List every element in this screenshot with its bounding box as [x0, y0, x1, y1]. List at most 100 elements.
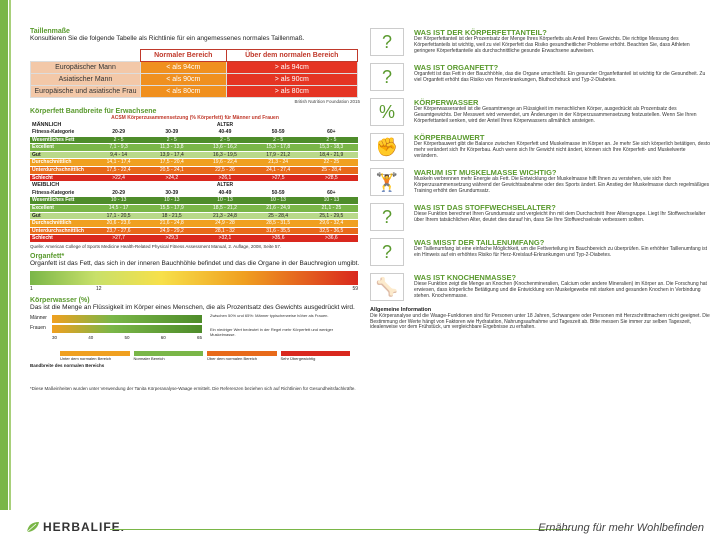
water-axis-tick: 60 [160, 335, 166, 340]
bodyfat-category: Schlecht [30, 174, 92, 183]
water-axis-tick: 30 [52, 335, 58, 340]
question-mark-icon: ? [370, 238, 404, 266]
left-light-stripe [9, 0, 11, 540]
info-title: WAS IST KNOCHENMASSE? [414, 273, 517, 282]
bodyfat-value: >36,6 [304, 234, 358, 243]
waist-row-label: Europäischer Mann [30, 60, 141, 74]
bodyfat-value: 15,3 - 18,3 [304, 143, 358, 152]
bodyfat-value: 18,4 - 21,9 [304, 151, 358, 160]
bodyfat-value: 15,3 - 17,8 [251, 143, 305, 152]
organfat-tick: 1 [30, 285, 33, 292]
water-text: Das ist die Menge an Flüssigkeit im Körp… [30, 303, 355, 311]
waist-over-value: > als 80cm [225, 84, 359, 98]
table-row: Unterdurchschnittlich 23,7 - 27,6 24,9 - 2… [30, 227, 358, 236]
general-info: Allgemeine Information Die Körperanalyse … [370, 307, 710, 331]
waist-row-label: Europäische und asiatische Frau [30, 84, 141, 98]
water-axis-tick: 40 [88, 335, 94, 340]
bodyfat-value: 7,1 - 9,3 [92, 143, 146, 152]
info-text: Muskeln verbrennen mehr Energie als Fett… [414, 176, 710, 194]
info-text: Der Körperbauwert gibt die Balance zwisc… [414, 141, 710, 159]
bodyfat-age: 30-39 [145, 189, 199, 198]
water-note1: Zwischen 50% und 65%: Männer typischerwe… [210, 313, 329, 318]
info-text: Der Taillenumfang ist eine einfache Mögl… [414, 246, 708, 258]
info-title: WAS IST DER KÖRPERFETTANTEIL? [414, 28, 547, 37]
bodyfat-value: 21,3 - 24 [251, 158, 305, 168]
waist-normal-value: < als 90cm [140, 72, 227, 86]
info-title: KÖRPERBAUWERT [414, 133, 485, 142]
figure-icon: 🏋 [370, 168, 404, 196]
legend-swatch [60, 351, 130, 356]
info-title: WARUM IST MUSKELMASSE WICHTIG? [414, 168, 557, 177]
info-block: ? WAS IST DAS STOFFWECHSELALTER? Diese Fun… [370, 203, 710, 233]
table-row: Schlecht >27,7 >29,3 >32,1 >35,6 >36,6 [30, 234, 358, 243]
info-text: Der Körperwasseranteil ist die Gesamtmen… [414, 106, 697, 124]
table-row: Wesentliches Fett 10 - 13 10 - 13 10 - 13 10… [30, 196, 358, 206]
bodyfat-age-header: Fitness-Kategorie 20-29 30-39 40-49 50-59 60+ [30, 189, 358, 198]
bodyfat-value: 25 - 28,4 [304, 166, 358, 175]
water-title: Körperwasser (%) [30, 296, 90, 304]
table-row: Europäische und asiatische Frau < als 80… [30, 84, 359, 98]
left-column: Taillenmaße Konsultieren Sie die folgend… [30, 28, 360, 392]
water-axis-tick: 65 [196, 335, 202, 340]
bodyfat-category: Schlecht [30, 234, 92, 243]
question-mark-icon: ? [370, 63, 404, 91]
bodyfat-value: 22,5 - 26 [198, 166, 252, 175]
bodyfat-value: 18 - 21,5 [145, 212, 199, 221]
info-text: Der Körperfettanteil ist der Prozentsatz… [414, 36, 690, 54]
bodyfat-value: 9,4 - 14 [92, 151, 146, 160]
bodyfat-category-header: Fitness-Kategorie [30, 189, 92, 198]
bodyfat-age: 20-29 [92, 128, 146, 137]
info-title: KÖRPERWASSER [414, 98, 479, 107]
bodyfat-block: Körperfett Bandbreite für Erwachsene ACS… [30, 108, 360, 249]
legend-label: Sehr Übergewichtig [280, 356, 316, 361]
bodyfat-value: 2 - 5 [92, 136, 146, 145]
info-block: ? WAS IST DER KÖRPERFETTANTEIL? Der Körper… [370, 28, 710, 58]
legend-item: Unter dem normalen Bereich [60, 351, 130, 361]
bodyfat-value: 32,5 - 36,5 [304, 227, 358, 236]
general-info-text: Die Körperanalyse und die Waage-Funktion… [370, 312, 710, 331]
table-row: Asiatischer Mann < als 90cm > als 90cm [30, 72, 359, 86]
organfat-block: Organfett* Organfett ist das Fett, das s… [30, 253, 360, 293]
info-title: WAS IST DAS STOFFWECHSELALTER? [414, 203, 556, 212]
organfat-tick: 59 [352, 285, 358, 292]
bodyfat-alter-label: ALTER [92, 181, 358, 190]
bodyfat-value: 23,7 - 27,6 [92, 227, 146, 236]
bodyfat-value: 10 - 13 [145, 196, 199, 206]
waist-table: Normaler Bereich Über dem normalen Berei… [30, 48, 359, 98]
info-text: Diese Funktion zeigt die Menge an Knoche… [414, 281, 707, 299]
right-column: ? WAS IST DER KÖRPERFETTANTEIL? Der Körper… [370, 28, 710, 331]
info-title: WAS IST ORGANFETT? [414, 63, 499, 72]
bodyfat-value: 17,9 - 21,2 [251, 151, 305, 160]
info-block: ✊ KÖRPERBAUWERT Der Körperbauwert gibt die… [370, 133, 710, 163]
bodyfat-value: 13,9 - 17,4 [145, 151, 199, 160]
waist-over-value: > als 94cm [225, 60, 359, 74]
organfat-ticks: 1 12 59 [30, 285, 358, 293]
bodyfat-value: 18,5 - 21,2 [198, 204, 252, 213]
bodyfat-age: 60+ [304, 189, 358, 198]
bodyfat-value: 25,1 - 29,5 [304, 212, 358, 221]
bodyfat-value: >32,1 [198, 234, 252, 243]
bodyfat-value: >27,5 [251, 174, 305, 183]
waist-normal-value: < als 80cm [140, 84, 227, 98]
organfat-text: Organfett ist das Fett, das sich in der … [30, 260, 360, 267]
water-block: Körperwasser (%) Das ist die Menge an Fl… [30, 297, 360, 384]
bodyfat-value: 28,5 - 31,5 [251, 219, 305, 228]
footer-divider [110, 529, 570, 530]
info-block: ? WAS IST ORGANFETT? Organfett ist das Fet… [370, 63, 710, 93]
bodyfat-table-title: ACSM Körperzusammensetzung (% Körperfett… [111, 114, 279, 121]
info-block: 🦴 WAS IST KNOCHENMASSE? Diese Funktion zei… [370, 273, 710, 303]
bodyfat-value: >24,2 [145, 174, 199, 183]
legend-swatch [133, 351, 203, 356]
bodyfat-value: >26,1 [198, 174, 252, 183]
bodyfat-value: 16,3 - 19,5 [198, 151, 252, 160]
bodyfat-value: 22 - 25 [304, 158, 358, 168]
waist-header-normal: Normaler Bereich [140, 48, 227, 62]
question-mark-icon: ? [370, 28, 404, 56]
waist-header-empty [30, 49, 141, 61]
bodyfat-sex-label: MÄNNLICH [30, 121, 92, 130]
water-chart: Männer Frauen 30 40 50 60 65 Zwischen 50… [30, 313, 358, 383]
bodyfat-value: >35,6 [251, 234, 305, 243]
bodyfat-category: Gut [30, 151, 92, 160]
bodyfat-value: >29,3 [145, 234, 199, 243]
waist-over-value: > als 90cm [225, 72, 359, 86]
